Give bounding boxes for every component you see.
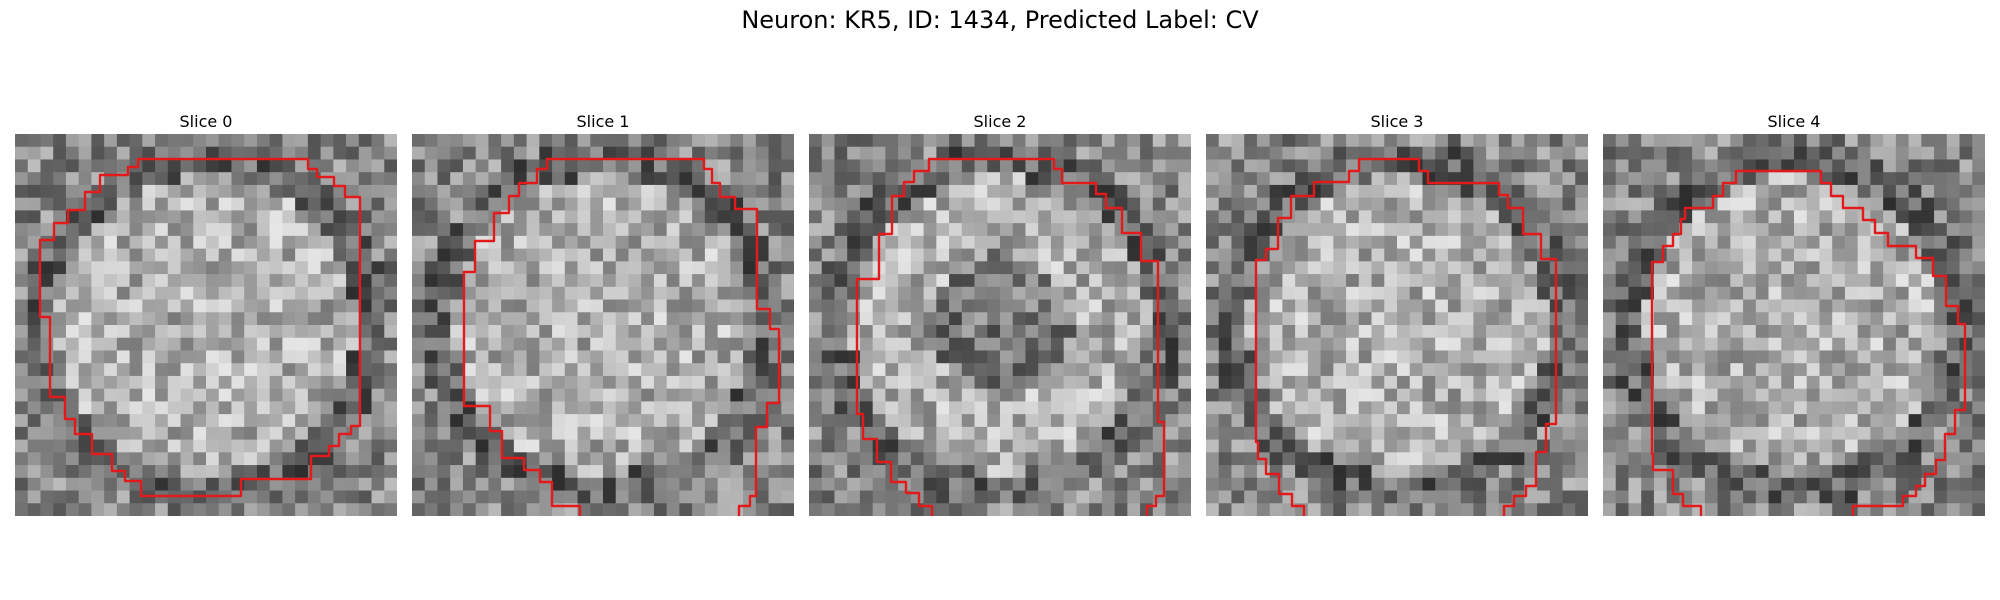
- microscopy-slice-image: [1603, 134, 1985, 516]
- microscopy-slice-image: [809, 134, 1191, 516]
- slice-title: Slice 2: [973, 112, 1027, 131]
- figure-title: Neuron: KR5, ID: 1434, Predicted Label: …: [741, 6, 1259, 34]
- neuron-contour: [1254, 157, 1558, 516]
- pixel-grid: [1603, 134, 1985, 516]
- pixel-grid: [15, 134, 397, 516]
- pixel-grid: [412, 134, 794, 516]
- neuron-contour: [38, 157, 362, 498]
- neuron-contour: [855, 157, 1166, 516]
- neuron-contour: [462, 157, 781, 516]
- microscopy-slice-image: [15, 134, 397, 516]
- slice-title: Slice 0: [179, 112, 233, 131]
- slice-title: Slice 4: [1767, 112, 1821, 131]
- neuron-contour: [1650, 169, 1967, 516]
- pixel-grid: [1206, 134, 1588, 516]
- pixel-grid: [809, 134, 1191, 516]
- microscopy-slice-image: [1206, 134, 1588, 516]
- slice-title: Slice 1: [576, 112, 630, 131]
- microscopy-slice-image: [412, 134, 794, 516]
- slice-title: Slice 3: [1370, 112, 1424, 131]
